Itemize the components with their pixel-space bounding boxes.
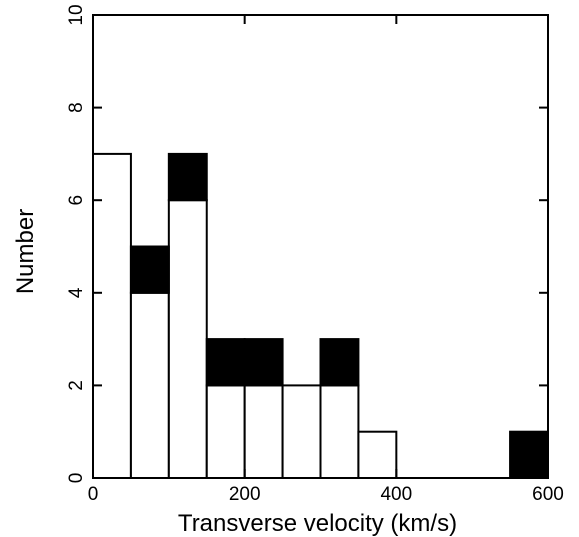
bar-open-7 — [357, 430, 398, 480]
x-tick-label: 600 — [532, 484, 564, 505]
bars-layer — [92, 152, 550, 480]
y-tick-label: 4 — [66, 287, 87, 298]
y-tick-label: 0 — [66, 473, 87, 484]
bar-filled-3 — [205, 338, 246, 387]
bar-filled-6 — [319, 338, 360, 387]
bar-open-4 — [243, 384, 284, 479]
bar-open-0 — [92, 152, 132, 479]
plot-frame — [92, 14, 549, 479]
labels-layer: 0 200 400 600 0 2 4 6 8 10 — [66, 4, 564, 505]
bar-open-1 — [129, 291, 170, 479]
bar-filled-1 — [129, 245, 170, 294]
axes-layer — [92, 14, 549, 479]
bar-open-6 — [319, 384, 360, 479]
x-tick-label: 400 — [380, 484, 412, 505]
x-tick-label: 200 — [229, 484, 261, 505]
bar-filled-4 — [243, 338, 284, 387]
bar-open-2 — [167, 199, 208, 479]
bar-filled-2 — [167, 152, 208, 202]
y-tick-label: 6 — [66, 195, 87, 206]
x-axis-title: Transverse velocity (km/s) — [178, 510, 457, 537]
y-tick-label: 10 — [66, 4, 87, 25]
x-tick-label: 0 — [88, 484, 99, 505]
bar-open-3 — [205, 384, 246, 479]
y-axis-title: Number — [12, 209, 39, 294]
y-tick-label: 8 — [66, 102, 87, 113]
y-tick-label: 2 — [66, 380, 87, 391]
bar-open-5 — [281, 384, 322, 479]
bar-filled-11 — [509, 430, 550, 480]
